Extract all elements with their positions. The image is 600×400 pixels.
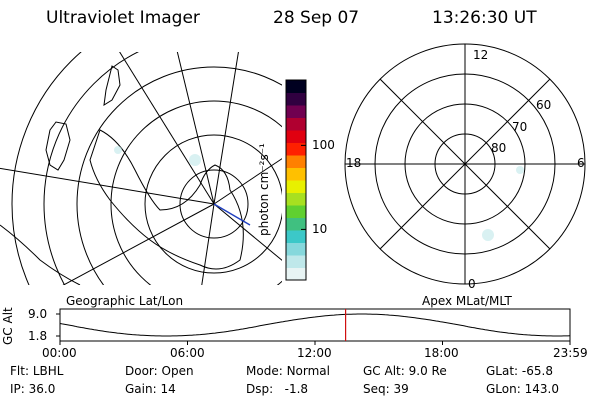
gain-label: Gain: — [125, 382, 157, 396]
timeline-x-label-3: 18:00 — [424, 346, 459, 360]
flt-value: LBHL — [32, 364, 64, 378]
colorbar-segment — [286, 130, 306, 143]
timeline-x-label-0: 00:00 — [42, 346, 77, 360]
instrument-title: Ultraviolet Imager — [46, 8, 200, 28]
colorbar-tick-100: 100 — [312, 138, 335, 153]
door-label: Door: — [125, 364, 158, 378]
colorbar-segment — [286, 192, 306, 206]
glon-value: 143.0 — [524, 382, 559, 396]
colorbar-scale — [286, 80, 306, 281]
latitude-circles — [0, 52, 282, 285]
glat-value: -65.8 — [521, 364, 553, 378]
dsp-field: Dsp: -1.8 — [246, 383, 308, 395]
colorbar-segment — [286, 180, 306, 193]
flt-field: Flt: LBHL — [10, 365, 63, 377]
colorbar-segment — [286, 155, 306, 168]
glat-field: GLat: -65.8 — [486, 365, 553, 377]
observation-time: 13:26:30 UT — [432, 8, 537, 28]
mlat-label-70: 70 — [512, 120, 528, 134]
gcalt-field: GC Alt: 9.0 Re — [363, 365, 447, 377]
colorbar-segment — [286, 205, 306, 218]
timeline-x-label-2: 12:00 — [297, 346, 332, 360]
glon-field: GLon: 143.0 — [486, 383, 559, 395]
timeline-x-label-4: 23:59 — [553, 346, 588, 360]
dsp-label: Dsp: — [246, 382, 274, 396]
timeline-y-tick-max: 9.0 — [28, 307, 48, 321]
colorbar-segment — [286, 80, 306, 93]
gcalt-value: 9.0 Re — [408, 364, 447, 378]
seq-label: Seq: — [363, 382, 390, 396]
mlt-label-12: 12 — [473, 48, 489, 62]
colorbar-segment — [286, 105, 306, 118]
flt-label: Flt: — [10, 364, 29, 378]
ip-value: 36.0 — [28, 382, 56, 396]
colorbar-segment — [286, 217, 306, 231]
spacecraft-footprint — [114, 146, 251, 226]
door-field: Door: Open — [125, 365, 194, 377]
seq-value: 39 — [393, 382, 409, 396]
timeline-y-tick-min: 1.8 — [28, 329, 48, 343]
colorbar-segment — [286, 230, 306, 243]
colorbar-frame — [285, 79, 307, 281]
colorbar-segment — [286, 92, 306, 106]
glon-label: GLon: — [486, 382, 521, 396]
dsp-value: -1.8 — [284, 382, 309, 396]
observation-date: 28 Sep 07 — [273, 8, 360, 28]
colorbar-tick-10: 10 — [312, 222, 328, 237]
ip-label: IP: — [10, 382, 25, 396]
mlt-label-6: 6 — [577, 156, 585, 170]
mode-field: Mode: Normal — [246, 365, 330, 377]
altitude-curve — [59, 313, 571, 337]
colorbar-segment — [286, 167, 306, 181]
timeline-x-label-1: 06:00 — [170, 346, 205, 360]
timeline-y-label: GC Alt — [1, 307, 15, 345]
colorbar-segment — [286, 267, 306, 281]
left-map-label: Geographic Lat/Lon — [66, 294, 184, 308]
gain-field: Gain: 14 — [125, 383, 176, 395]
mlt-label-18: 18 — [346, 156, 362, 170]
mlt-label-0: 0 — [468, 277, 476, 291]
mlat-label-60: 60 — [536, 98, 552, 112]
colorbar-segment — [286, 242, 306, 256]
mode-label: Mode: — [246, 364, 283, 378]
gain-value: 14 — [160, 382, 176, 396]
mlat-label-80: 80 — [491, 141, 507, 155]
seq-field: Seq: 39 — [363, 383, 409, 395]
right-map-label: Apex MLat/MLT — [422, 294, 512, 308]
timeline-frame — [59, 308, 571, 342]
mode-value: Normal — [286, 364, 330, 378]
ip-field: IP: 36.0 — [10, 383, 55, 395]
gcalt-label: GC Alt: — [363, 364, 405, 378]
door-value: Open — [161, 364, 194, 378]
colorbar-segment — [286, 255, 306, 268]
glat-label: GLat: — [486, 364, 519, 378]
colorbar-segment — [286, 117, 306, 131]
